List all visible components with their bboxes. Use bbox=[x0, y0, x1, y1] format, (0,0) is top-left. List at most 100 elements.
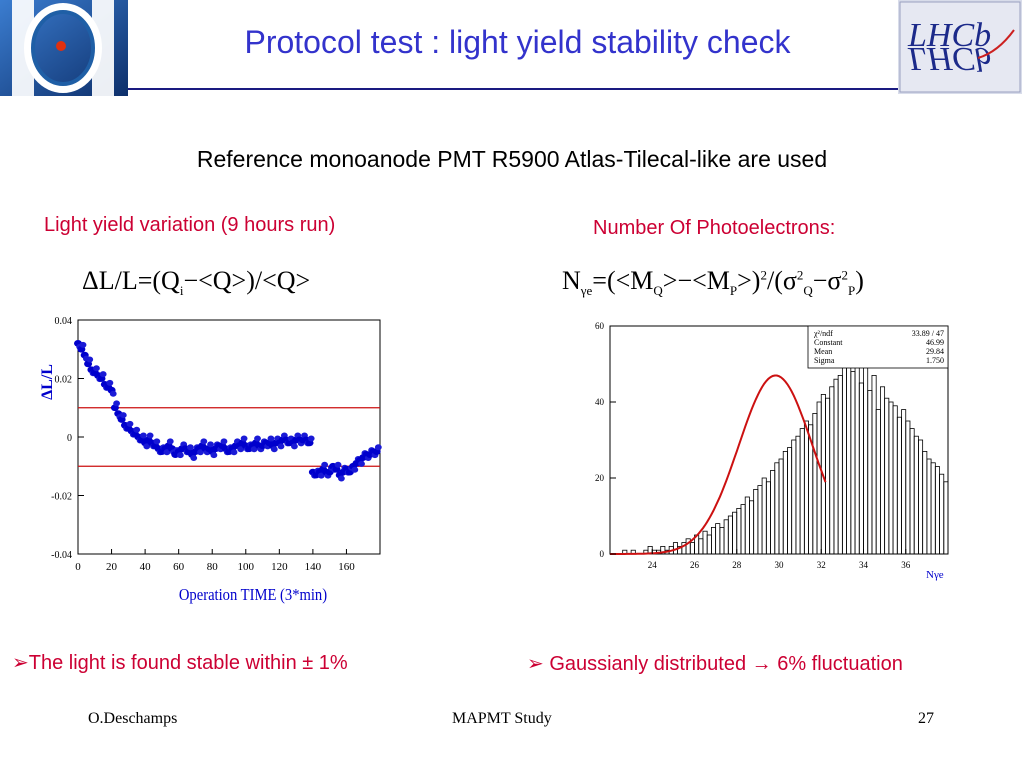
formula-subscript: Q bbox=[803, 283, 813, 299]
x-axis-label: Nγe bbox=[926, 569, 944, 581]
svg-text:LHCb: LHCb bbox=[907, 40, 991, 77]
formula-part: =(<M bbox=[592, 266, 654, 295]
data-point bbox=[176, 452, 184, 459]
y-tick-label: 60 bbox=[595, 321, 605, 331]
formula-subscript: P bbox=[847, 283, 856, 299]
light-yield-formula: ΔL/L=(Qi−<Q>)/<Q> bbox=[82, 266, 310, 299]
data-point bbox=[190, 455, 198, 462]
formula-part: −σ bbox=[812, 266, 842, 295]
right-conclusion: ➢ Gaussianly distributed → 6% fluctuatio… bbox=[527, 653, 903, 675]
formula-part: /(σ bbox=[766, 266, 797, 295]
data-point bbox=[113, 400, 120, 407]
data-point bbox=[321, 461, 329, 468]
formula-superscript: 2 bbox=[796, 267, 804, 283]
photoelectron-histogram: 24 26 28 30 32 34 36 60 40 20 0 χ²/ndf 33.89 / 47 C… bbox=[595, 321, 949, 581]
plot-frame bbox=[77, 319, 381, 555]
stats-label: Mean bbox=[814, 347, 832, 356]
x-tick-label: 140 bbox=[305, 561, 322, 573]
title-divider bbox=[128, 88, 898, 90]
data-point bbox=[351, 466, 359, 473]
left-conclusion: ➢The light is found stable within ± 1% bbox=[12, 652, 348, 674]
y-tick-label: -0.04 bbox=[51, 550, 72, 561]
x-tick-label: 0 bbox=[75, 561, 81, 573]
page-number: 27 bbox=[918, 710, 934, 727]
x-tick-label: 60 bbox=[173, 561, 185, 573]
stats-value: 1.750 bbox=[926, 356, 944, 365]
data-point bbox=[374, 444, 382, 451]
stats-label: Constant bbox=[814, 338, 843, 347]
data-point bbox=[187, 444, 194, 451]
y-tick-label: -0.02 bbox=[51, 492, 72, 503]
data-point bbox=[277, 443, 285, 450]
data-point bbox=[254, 435, 261, 442]
footer-author: O.Deschamps bbox=[88, 710, 178, 727]
x-tick-label: 26 bbox=[690, 560, 700, 570]
x-tick-label: 30 bbox=[775, 560, 785, 570]
data-point bbox=[358, 460, 365, 467]
data-point bbox=[166, 438, 174, 445]
data-point bbox=[200, 438, 208, 445]
svg-text:LHCb: LHCb bbox=[907, 17, 991, 54]
formula-subscript: i bbox=[179, 283, 184, 299]
data-point bbox=[163, 449, 171, 456]
x-tick-label: 160 bbox=[338, 561, 355, 573]
data-point bbox=[250, 446, 258, 453]
data-point bbox=[307, 435, 315, 442]
formula-part: N bbox=[562, 266, 581, 295]
y-tick-label: 0.04 bbox=[55, 316, 73, 327]
footer-title: MAPMT Study bbox=[452, 710, 552, 727]
y-axis-label: ΔL/L bbox=[39, 364, 56, 400]
data-point bbox=[106, 379, 114, 386]
histogram-bar bbox=[943, 481, 949, 555]
stats-label: χ²/ndf bbox=[813, 329, 833, 338]
data-point bbox=[197, 449, 204, 456]
gaussian-fit-curve bbox=[610, 374, 827, 555]
right-panel-heading: Number Of Photoelectrons: bbox=[593, 217, 836, 239]
y-tick-label: 20 bbox=[595, 473, 605, 483]
data-point bbox=[270, 446, 278, 453]
ipc-logo bbox=[0, 0, 128, 96]
data-point bbox=[317, 472, 325, 479]
data-point bbox=[133, 426, 141, 433]
y-tick-label: 0 bbox=[600, 549, 605, 559]
light-yield-chart: 0 20 40 60 80 100 120 140 160 0.04 0.02 0 -0.02 -0.0… bbox=[39, 316, 382, 604]
x-tick-label: 20 bbox=[106, 561, 118, 573]
data-point bbox=[126, 420, 134, 427]
photoelectron-formula: Nγe=(<MQ>−<MP>)2/(σ2Q−σ2P) bbox=[562, 266, 864, 299]
formula-superscript: 2 bbox=[841, 267, 848, 283]
data-point bbox=[240, 435, 248, 442]
x-tick-label: 120 bbox=[271, 561, 288, 573]
x-tick-label: 100 bbox=[238, 561, 255, 573]
data-point bbox=[334, 461, 342, 468]
stats-label: Sigma bbox=[814, 356, 835, 365]
data-point bbox=[109, 390, 117, 397]
lhcb-logo: LHCb LHCb bbox=[898, 0, 1022, 94]
formula-part: >) bbox=[737, 266, 761, 295]
stats-value: 33.89 / 47 bbox=[912, 329, 944, 338]
x-tick-label: 24 bbox=[648, 560, 658, 570]
formula-subscript: Q bbox=[653, 283, 663, 299]
stats-value: 46.99 bbox=[926, 338, 944, 347]
data-point bbox=[230, 449, 238, 456]
formula-superscript: 2 bbox=[760, 267, 767, 283]
stats-box bbox=[807, 325, 949, 369]
data-point bbox=[291, 443, 298, 450]
formula-part: ) bbox=[855, 266, 864, 295]
y-tick-label: 40 bbox=[595, 397, 605, 407]
data-point bbox=[153, 438, 161, 445]
data-point bbox=[119, 412, 127, 419]
subtitle: Reference monoanode PMT R5900 Atlas-Tile… bbox=[196, 146, 828, 172]
formula-subscript: γe bbox=[580, 283, 593, 299]
page-title: Protocol test : light yield stability ch… bbox=[244, 24, 791, 60]
x-axis-label: Operation TIME (3*min) bbox=[179, 586, 327, 604]
y-tick-label: 0.02 bbox=[55, 375, 73, 386]
x-tick-label: 36 bbox=[901, 560, 911, 570]
formula-subscript: P bbox=[729, 283, 738, 299]
formula-part: ΔL/L=(Q bbox=[82, 266, 180, 295]
data-point bbox=[146, 432, 154, 439]
data-point bbox=[210, 452, 218, 459]
data-point bbox=[79, 341, 87, 348]
data-point bbox=[140, 432, 147, 439]
formula-part: −<Q>)/<Q> bbox=[183, 266, 311, 295]
left-panel-heading: Light yield variation (9 hours run) bbox=[44, 214, 336, 236]
